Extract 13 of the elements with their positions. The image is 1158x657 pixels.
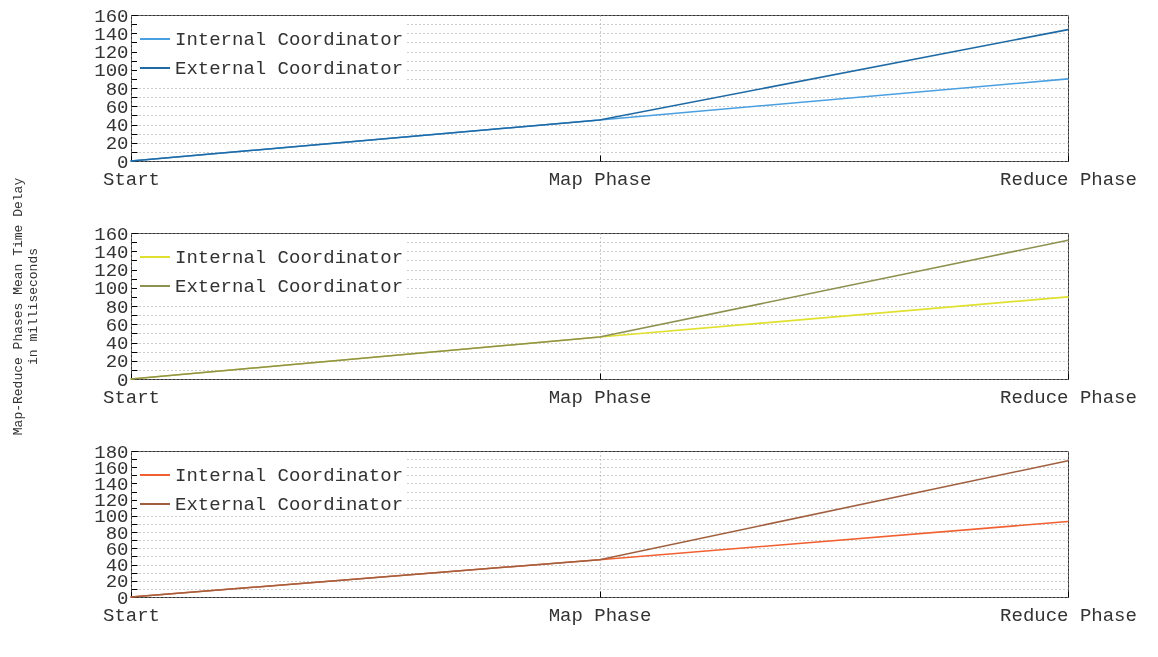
legend-label: Internal Coordinator [175,465,404,487]
legend-label: Internal Coordinator [175,247,404,269]
x-tick-label: Map Phase [548,386,652,409]
legend-label: External Coordinator [175,494,404,516]
legend-label: External Coordinator [175,276,404,298]
x-tick-label: Reduce Phase [1000,168,1137,191]
y-axis-title: Map-Reduce Phases Mean Time Delay in milliseconds [10,177,41,436]
x-tick-label: Map Phase [548,168,652,191]
x-tick-label: Map Phase [548,604,652,627]
x-tick-label: Reduce Phase [1000,386,1137,409]
x-tick-label: Reduce Phase [1000,604,1137,627]
legend-label: External Coordinator [175,58,404,80]
legend-label: Internal Coordinator [175,29,404,51]
